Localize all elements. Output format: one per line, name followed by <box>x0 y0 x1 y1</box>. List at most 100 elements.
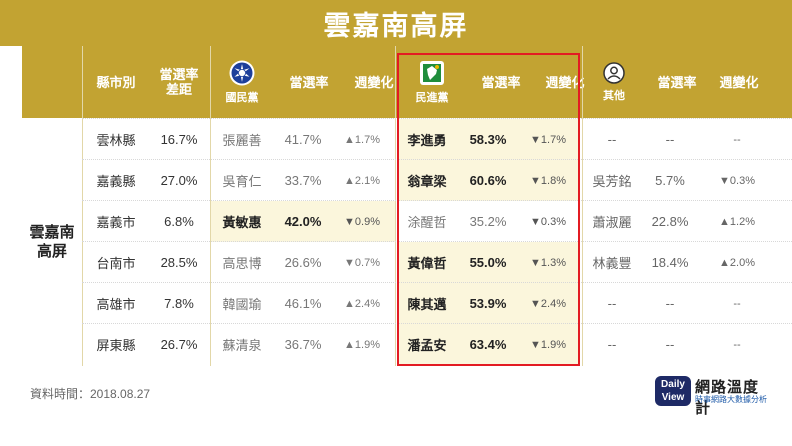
kmt-candidate: 黃敏惠 <box>222 215 262 230</box>
kmt-rate: 36.7% <box>284 337 322 352</box>
table-row: 屏東縣 26.7% 蘇清泉 36.7% ▲1.9% 潘孟安 63.4% ▼1.9… <box>82 323 792 365</box>
kmt-header: 國民黨 <box>210 46 274 118</box>
table-row: 嘉義市 6.8% 黃敏惠 42.0% ▼0.9% 涂醒哲 35.2% ▼0.3%… <box>82 200 792 242</box>
county-name: 屏東縣 <box>96 338 136 353</box>
header-gap: 當選率 差距 <box>159 67 199 97</box>
dpp-candidate: 李進勇 <box>407 133 447 148</box>
other-change: ▼0.3% <box>719 174 755 187</box>
other-candidate: -- <box>607 296 617 311</box>
gap-value: 26.7% <box>160 337 198 352</box>
dpp-candidate: 翁章梁 <box>407 174 447 189</box>
other-header: 其他 <box>592 46 636 118</box>
dpp-change: ▼1.9% <box>530 338 566 351</box>
column-divider <box>82 46 83 366</box>
header-other-rate: 當選率 <box>657 74 697 90</box>
table-row: 雲林縣 16.7% 張麗善 41.7% ▲1.7% 李進勇 58.3% ▼1.7… <box>82 118 792 160</box>
table-row: 高雄市 7.8% 韓國瑜 46.1% ▲2.4% 陳其邁 53.9% ▼2.4%… <box>82 282 792 324</box>
kmt-candidate: 韓國瑜 <box>222 297 262 312</box>
dpp-rate: 55.0% <box>469 255 507 270</box>
dpp-candidate: 涂醒哲 <box>407 215 447 230</box>
other-rate: -- <box>665 296 675 311</box>
dpp-header: 民進黨 <box>397 46 467 118</box>
logo-badge: Daily View <box>655 376 691 406</box>
dpp-highlight-box <box>397 53 580 366</box>
dpp-change: ▼1.3% <box>530 256 566 269</box>
gap-value: 6.8% <box>164 214 194 229</box>
kmt-rate: 26.6% <box>284 255 322 270</box>
kmt-change: ▲1.9% <box>344 338 380 351</box>
table-header: 縣市別 當選率 差距 國民黨 當選率 週變化 民進黨 當選率 週變化 <box>22 46 792 118</box>
dpp-change: ▼2.4% <box>530 297 566 310</box>
column-divider <box>395 46 396 366</box>
other-party-label: 其他 <box>603 89 625 102</box>
county-name: 高雄市 <box>96 297 136 312</box>
kmt-rate: 33.7% <box>284 173 322 188</box>
other-rate: 5.7% <box>655 173 685 188</box>
header-other-change: 週變化 <box>719 74 759 90</box>
other-change: -- <box>733 297 741 310</box>
header-dpp-change: 週變化 <box>545 74 585 90</box>
dpp-candidate: 黃偉哲 <box>407 256 447 271</box>
table-row: 嘉義縣 27.0% 吳育仁 33.7% ▲2.1% 翁章梁 60.6% ▼1.8… <box>82 159 792 201</box>
logo-subtitle: 時事網路大數據分析 <box>695 395 767 404</box>
kmt-rate: 42.0% <box>284 214 322 229</box>
winner-highlight-dpp <box>399 119 578 201</box>
gap-value: 16.7% <box>160 132 198 147</box>
county-name: 嘉義市 <box>96 215 136 230</box>
dpp-rate: 60.6% <box>469 173 507 188</box>
other-candidate: -- <box>607 337 617 352</box>
kmt-change: ▲2.4% <box>344 297 380 310</box>
person-icon <box>603 61 625 84</box>
table-row: 台南市 28.5% 高思博 26.6% ▼0.7% 黃偉哲 55.0% ▼1.3… <box>82 241 792 283</box>
county-name: 嘉義縣 <box>96 174 136 189</box>
kmt-change: ▲2.1% <box>344 174 380 187</box>
kmt-emblem-icon <box>229 60 255 85</box>
other-change: -- <box>733 133 741 146</box>
kmt-change: ▼0.9% <box>344 215 380 228</box>
kmt-candidate: 高思博 <box>222 256 262 271</box>
other-rate: 22.8% <box>651 214 689 229</box>
other-rate: -- <box>665 132 675 147</box>
dpp-rate: 35.2% <box>469 214 507 229</box>
dpp-rate: 58.3% <box>469 132 507 147</box>
title-bar: 雲嘉南高屏 <box>0 0 792 46</box>
dpp-rate: 63.4% <box>469 337 507 352</box>
region-label: 雲嘉南 高屏 <box>29 224 75 260</box>
dailyview-logo: Daily View 網路溫度計 時事網路大數據分析 <box>655 374 770 417</box>
other-change: ▲2.0% <box>719 256 755 269</box>
kmt-change: ▼0.7% <box>344 256 380 269</box>
kmt-rate: 41.7% <box>284 132 322 147</box>
kmt-candidate: 吳育仁 <box>222 174 262 189</box>
winner-highlight-dpp <box>399 242 578 364</box>
header-county: 縣市別 <box>96 74 136 90</box>
kmt-change: ▲1.7% <box>344 133 380 146</box>
data-timestamp: 資料時間：2018.08.27 <box>30 387 151 401</box>
kmt-rate: 46.1% <box>284 296 322 311</box>
header-kmt-rate: 當選率 <box>289 74 329 90</box>
gap-value: 7.8% <box>164 296 194 311</box>
other-change: ▲1.2% <box>719 215 755 228</box>
dpp-rate: 53.9% <box>469 296 507 311</box>
kmt-candidate: 張麗善 <box>222 133 262 148</box>
gap-value: 28.5% <box>160 255 198 270</box>
logo-badge-line1: Daily <box>661 379 685 390</box>
winner-highlight-kmt <box>211 201 395 242</box>
other-rate: -- <box>665 337 675 352</box>
other-candidate: 林義豐 <box>592 256 632 271</box>
dpp-change: ▼1.7% <box>530 133 566 146</box>
page-title: 雲嘉南高屏 <box>323 10 469 41</box>
logo-name: 網路溫度計 <box>695 379 760 417</box>
other-candidate: -- <box>607 132 617 147</box>
column-divider <box>210 46 211 366</box>
other-rate: 18.4% <box>651 255 689 270</box>
dpp-candidate: 陳其邁 <box>407 297 447 312</box>
dpp-emblem-icon <box>420 60 444 85</box>
header-kmt-change: 週變化 <box>354 74 394 90</box>
header-dpp-rate: 當選率 <box>481 74 521 90</box>
county-name: 雲林縣 <box>96 133 136 148</box>
dpp-change: ▼0.3% <box>530 215 566 228</box>
dpp-party-label: 民進黨 <box>415 91 449 104</box>
dpp-change: ▼1.8% <box>530 174 566 187</box>
other-candidate: 蕭淑麗 <box>592 215 632 230</box>
kmt-candidate: 蘇清泉 <box>222 338 262 353</box>
